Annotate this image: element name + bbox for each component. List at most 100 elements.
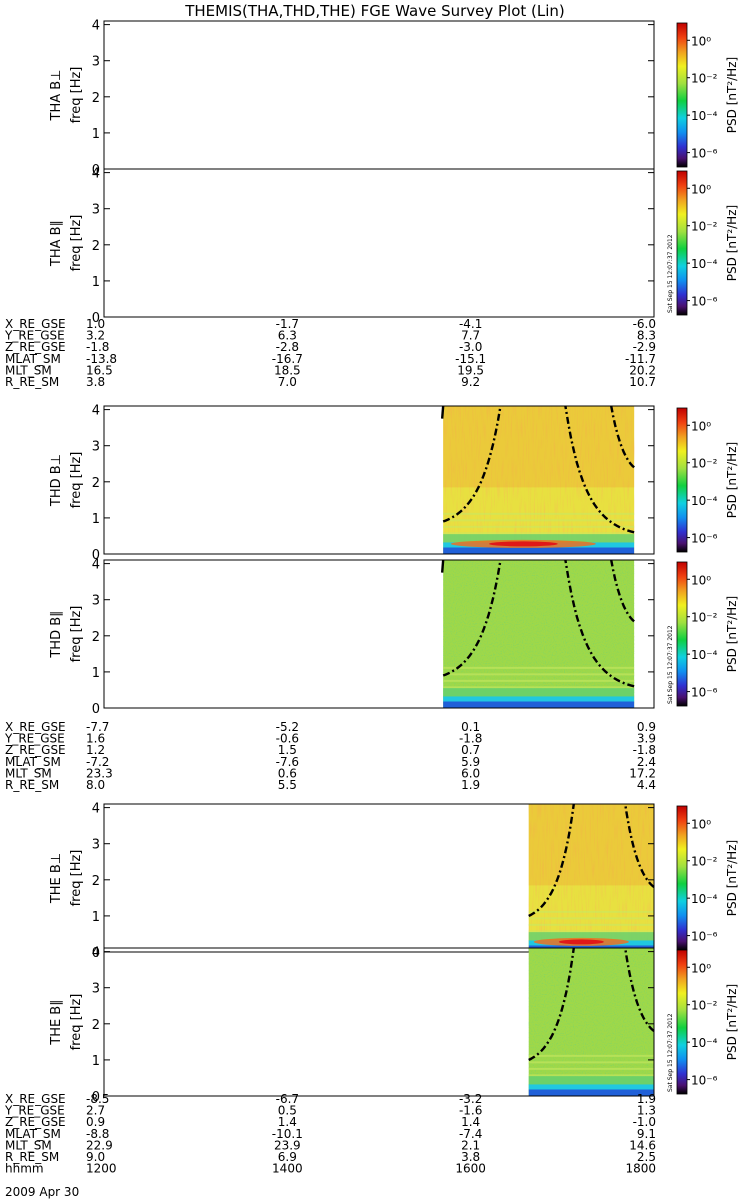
ephemeris-value: 0.9 <box>86 1115 105 1129</box>
spectrogram-low-band <box>528 1076 654 1086</box>
colorbar-tick-label: 10⁻² <box>691 72 718 86</box>
ephemeris-value: -1.8 <box>633 743 656 757</box>
y-axis-unit-label: freq [Hz] <box>69 994 84 1051</box>
gyrofrequency-curve-right <box>624 803 655 888</box>
ephemeris-value: 14.6 <box>629 1138 656 1152</box>
colorbar <box>676 407 688 553</box>
spectrogram-blue-band <box>443 547 635 554</box>
y-tick-label: 3 <box>92 982 100 997</box>
colorbar-tick-label: 10⁻⁴ <box>691 109 718 123</box>
ephemeris-value: 0.6 <box>278 766 297 780</box>
ephemeris-row-label: MLT_SM <box>5 766 52 780</box>
gyrofrequency-curve-far-right <box>610 405 635 469</box>
y-tick-label: 4 <box>92 802 100 817</box>
spectrogram-panels: 0 1 2 3 4 THA B⊥ freq [Hz] 10⁰ 10⁻² 10⁻⁴ 10⁻⁶ PSD [… <box>49 19 739 1105</box>
ephemeris-value: 23.3 <box>86 766 113 780</box>
ephemeris-tables: X_RE_GSE 1.0 -1.7 -4.1 -6.0 Y_RE_GSE 3.2 6.3 7.7… <box>4 317 656 1176</box>
ephemeris-row-label: X_RE_GSE <box>5 720 66 734</box>
colorbar-tick-label: 10⁻⁶ <box>691 930 718 944</box>
colorbar <box>676 561 688 707</box>
ephemeris-value: 2.1 <box>461 1138 480 1152</box>
ephemeris-row-label: Z_RE_GSE <box>5 743 66 757</box>
colorbar-label: PSD [nT²/Hz] <box>725 984 739 1060</box>
ephemeris-value: 3.8 <box>86 375 105 389</box>
spectrogram-harmonic-band <box>443 679 635 682</box>
ephemeris-value: 1200 <box>86 1162 117 1176</box>
y-axis-probe-label: THA B∥ <box>49 220 64 267</box>
ephemeris-value: 1.9 <box>637 1092 656 1106</box>
ephemeris-row-label: R_RE_SM <box>5 375 59 389</box>
ephemeris-value: 19.5 <box>457 363 484 377</box>
ephemeris-value: -7.4 <box>459 1127 482 1141</box>
ephemeris-value: -10.1 <box>272 1127 303 1141</box>
ephemeris-value: 5.9 <box>461 755 480 769</box>
spectrogram-harmonic-band <box>528 1067 654 1070</box>
y-tick-label: 0 <box>92 946 100 961</box>
ephemeris-value: -0.6 <box>276 732 299 746</box>
colorbar-label: PSD [nT²/Hz] <box>725 442 739 518</box>
ephemeris-value: 0.9 <box>637 720 656 734</box>
ephemeris-row-label: MLT_SM <box>5 1138 52 1152</box>
panel-frame <box>103 803 655 953</box>
ephemeris-value: 9.2 <box>461 375 480 389</box>
colorbar <box>676 805 688 951</box>
y-tick-label: 1 <box>92 512 100 527</box>
spectrogram-low-band <box>443 534 635 544</box>
ephemeris-row-label: R_RE_SM <box>5 778 59 792</box>
spectrogram-cyan-band <box>528 1084 654 1090</box>
ephemeris-value: 1400 <box>272 1162 303 1176</box>
colorbar-tick-label: 10⁻⁶ <box>691 532 718 546</box>
colorbar-label: PSD [nT²/Hz] <box>725 205 739 281</box>
y-tick-label: 4 <box>92 167 100 182</box>
ephemeris-value: -8.8 <box>86 1127 109 1141</box>
spectrogram-harmonic-band <box>528 1074 654 1077</box>
spectrogram-harmonic-band <box>528 1061 654 1064</box>
panel-frame <box>103 168 655 318</box>
spectrogram-harmonic-band <box>443 532 635 535</box>
gyrofrequency-curve-right <box>564 405 635 534</box>
colorbar-tick-label: 10⁻⁴ <box>691 257 718 271</box>
colorbar-tick-label: 10⁻⁴ <box>691 494 718 508</box>
panel-frame <box>103 947 655 1097</box>
gyrofrequency-curve-left <box>528 803 575 917</box>
y-tick-label: 4 <box>92 558 100 573</box>
ephemeris-value: 1.0 <box>86 317 105 331</box>
y-tick-label: 2 <box>92 1018 100 1033</box>
ephemeris-value: 0.7 <box>461 743 480 757</box>
colorbar <box>676 170 688 316</box>
y-axis-unit-label: freq [Hz] <box>69 850 84 907</box>
ephemeris-the: X_RE_GSE -8.5 -6.7 -3.2 1.9 Y_RE_GSE 2.7 0.5 -1.… <box>4 1092 656 1176</box>
spectrogram-harmonic-band <box>443 512 635 515</box>
ephemeris-value: -1.7 <box>276 317 299 331</box>
ephemeris-value: -5.2 <box>276 720 299 734</box>
ephemeris-value: 6.9 <box>278 1150 297 1164</box>
panel-thd-bpar: 0 1 2 3 4 THD B∥ freq [Hz] 10⁰ 10⁻² 10⁻⁴ 10⁻⁶ PSD [… <box>49 558 739 717</box>
spectrogram-harmonic-band <box>443 666 635 669</box>
ephemeris-value: 0.5 <box>278 1104 297 1118</box>
colorbar-tick-label: 10⁰ <box>691 961 711 975</box>
ephemeris-value: 8.0 <box>86 778 105 792</box>
ephemeris-value: 1.6 <box>86 732 105 746</box>
spectrogram-harmonic-band <box>443 686 635 689</box>
y-tick-label: 1 <box>92 666 100 681</box>
y-tick-label: 1 <box>92 127 100 142</box>
timestamp-stamp: Sat Sep 15 12:07:37 2012 <box>667 234 674 313</box>
ephemeris-value: 18.5 <box>274 363 301 377</box>
ephemeris-value: -3.2 <box>459 1092 482 1106</box>
y-tick-label: 0 <box>92 702 100 717</box>
colorbar <box>676 949 688 1095</box>
gyrofrequency-curve-edge <box>440 405 445 419</box>
panel-frame <box>103 559 655 709</box>
ephemeris-value: 20.2 <box>629 363 656 377</box>
ephemeris-value: -7.6 <box>276 755 299 769</box>
date-label: 2009 Apr 30 <box>5 1185 79 1199</box>
ephemeris-value: 16.5 <box>86 363 113 377</box>
panel-tha-bperp: 0 1 2 3 4 THA B⊥ freq [Hz] 10⁰ 10⁻² 10⁻⁴ 10⁻⁶ PSD [… <box>49 19 739 178</box>
ephemeris-value: 7.0 <box>278 375 297 389</box>
ephemeris-value: 8.3 <box>637 329 656 343</box>
spectrogram-harmonic-band <box>443 525 635 528</box>
y-tick-label: 1 <box>92 910 100 925</box>
ephemeris-value: 1.4 <box>278 1115 297 1129</box>
y-tick-label: 2 <box>92 630 100 645</box>
